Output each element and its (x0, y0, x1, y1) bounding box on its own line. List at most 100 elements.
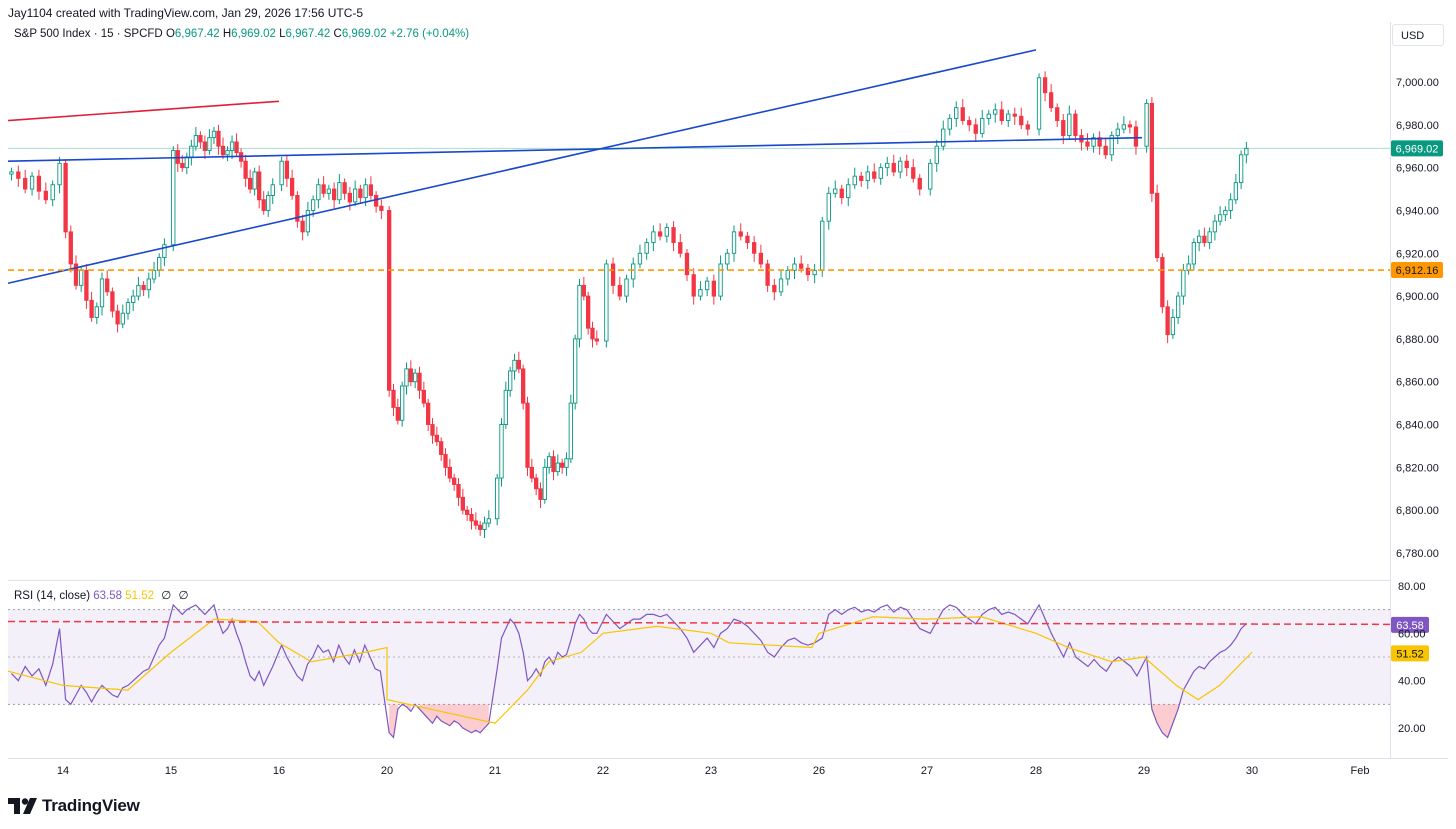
candle-body (1196, 235, 1202, 244)
candle-body (664, 227, 669, 237)
rsi-oversold-fill (419, 704, 489, 733)
time-axis[interactable]: 14 15 16 20 21 22 23 26 27 28 29 30 Feb (57, 765, 1370, 777)
currency-selector[interactable]: USD (1392, 24, 1444, 46)
close-label: C (333, 28, 342, 40)
candle-body (772, 284, 777, 293)
time-tick-label: 30 (1246, 765, 1258, 777)
candle-body (1149, 102, 1155, 194)
rsi-ma-tag-label: 51.52 (1396, 648, 1424, 660)
candle-body (184, 156, 189, 169)
candle-body (1019, 115, 1024, 126)
candle-body (1091, 137, 1096, 147)
price-tick-label: 6,780.00 (1396, 548, 1439, 560)
close-value: 6,969.02 (341, 28, 387, 40)
blue-trend-rising-line[interactable] (7, 49, 1037, 285)
drawing-overlays[interactable]: 6,912.16 6,969.02 (7, 49, 1443, 285)
candle-body (1127, 124, 1133, 128)
candle-body (752, 242, 757, 254)
candle-body (439, 441, 444, 455)
candle-body (395, 406, 400, 421)
rsi-title[interactable]: RSI (14, close) (14, 590, 91, 602)
candle-body (911, 167, 916, 179)
support-level-tag (1391, 262, 1443, 279)
rsi-tick-label: 80.00 (1398, 581, 1426, 593)
candle-body (295, 195, 300, 222)
candle-body (447, 466, 452, 479)
candle-body (1067, 113, 1072, 136)
candle-body (610, 263, 616, 286)
candle-body (391, 389, 396, 408)
rsi-axis[interactable]: 80.00 60.00 40.00 20.00 (1398, 581, 1426, 735)
rsi-value-tag (1391, 616, 1429, 633)
candle-body (234, 141, 239, 154)
candle-body (1238, 154, 1244, 184)
blue-trend-flat-line[interactable] (7, 136, 1143, 163)
symbol-name[interactable]: S&P 500 Index · 15 · SPCFD (14, 28, 163, 40)
candle-body (564, 458, 569, 468)
candle-body (1042, 77, 1048, 94)
candle-body (1115, 128, 1120, 136)
candle-body (136, 284, 141, 297)
candle-body (644, 242, 649, 254)
candle-body (193, 135, 199, 147)
candle-body (1165, 306, 1170, 336)
rsi-legend[interactable]: RSI (14, close) 63.58 51.52 ∅ ∅ (14, 588, 189, 602)
candle-body (684, 252, 690, 276)
candle-body (885, 162, 890, 169)
candle-body (637, 252, 643, 265)
candle-body (202, 141, 208, 151)
open-label: O (165, 28, 175, 40)
candle-body (865, 171, 870, 181)
low-value: 6,967.42 (285, 28, 331, 40)
candle-body (482, 522, 487, 530)
candle-body (225, 150, 230, 156)
candle-body (833, 188, 838, 194)
candle-body (577, 284, 582, 340)
candle-body (430, 424, 435, 436)
time-tick-label: 22 (597, 765, 609, 777)
candle-body (404, 368, 409, 387)
candle-body (691, 274, 696, 297)
price-tick-label: 6,900.00 (1396, 291, 1439, 303)
candle-body (456, 484, 461, 498)
candle-body (1025, 124, 1030, 130)
rsi-oversold-fill (1151, 704, 1179, 738)
candle-body (36, 175, 42, 192)
candle-body (105, 278, 110, 293)
candle-body (146, 278, 151, 291)
price-pane[interactable] (8, 22, 1390, 580)
last-price-tag (1391, 140, 1443, 157)
rsi-extreme-fills (389, 704, 1179, 738)
price-axis[interactable]: 7,000.00 6,980.00 6,960.00 6,940.00 6,920.00… (1396, 77, 1439, 560)
candle-body (89, 299, 94, 318)
candle-body (516, 359, 521, 370)
candle-body (1133, 126, 1139, 147)
candle-body (261, 199, 266, 211)
candle-body (266, 195, 271, 211)
candle-body (284, 160, 290, 179)
red-trend-line[interactable] (7, 100, 280, 122)
rsi-tick-label: 60.00 (1398, 628, 1426, 640)
candle-body (973, 124, 978, 134)
candle-body (358, 188, 363, 199)
rsi-tick-label: 40.00 (1398, 676, 1426, 688)
time-tick-label: 20 (381, 765, 393, 777)
tradingview-logo-icon (8, 798, 37, 814)
open-value: 6,967.42 (174, 28, 220, 40)
candle-body (216, 130, 221, 147)
candle-body (785, 269, 790, 280)
candle-body (171, 150, 176, 246)
candle-body (352, 188, 358, 203)
candle-body (413, 372, 418, 383)
candle-body (162, 244, 167, 259)
candle-body (657, 231, 663, 237)
candle-body (1191, 242, 1197, 265)
rsi-ma-line (7, 616, 1253, 724)
symbol-legend[interactable]: S&P 500 Index · 15 · SPCFD O6,967.42 H6,… (14, 28, 469, 40)
candle-body (1121, 124, 1127, 130)
candle-body (478, 524, 483, 530)
candle-body (859, 175, 864, 181)
tradingview-brand[interactable]: TradingView (8, 795, 140, 817)
last-price-label: 6,969.02 (1396, 143, 1439, 155)
